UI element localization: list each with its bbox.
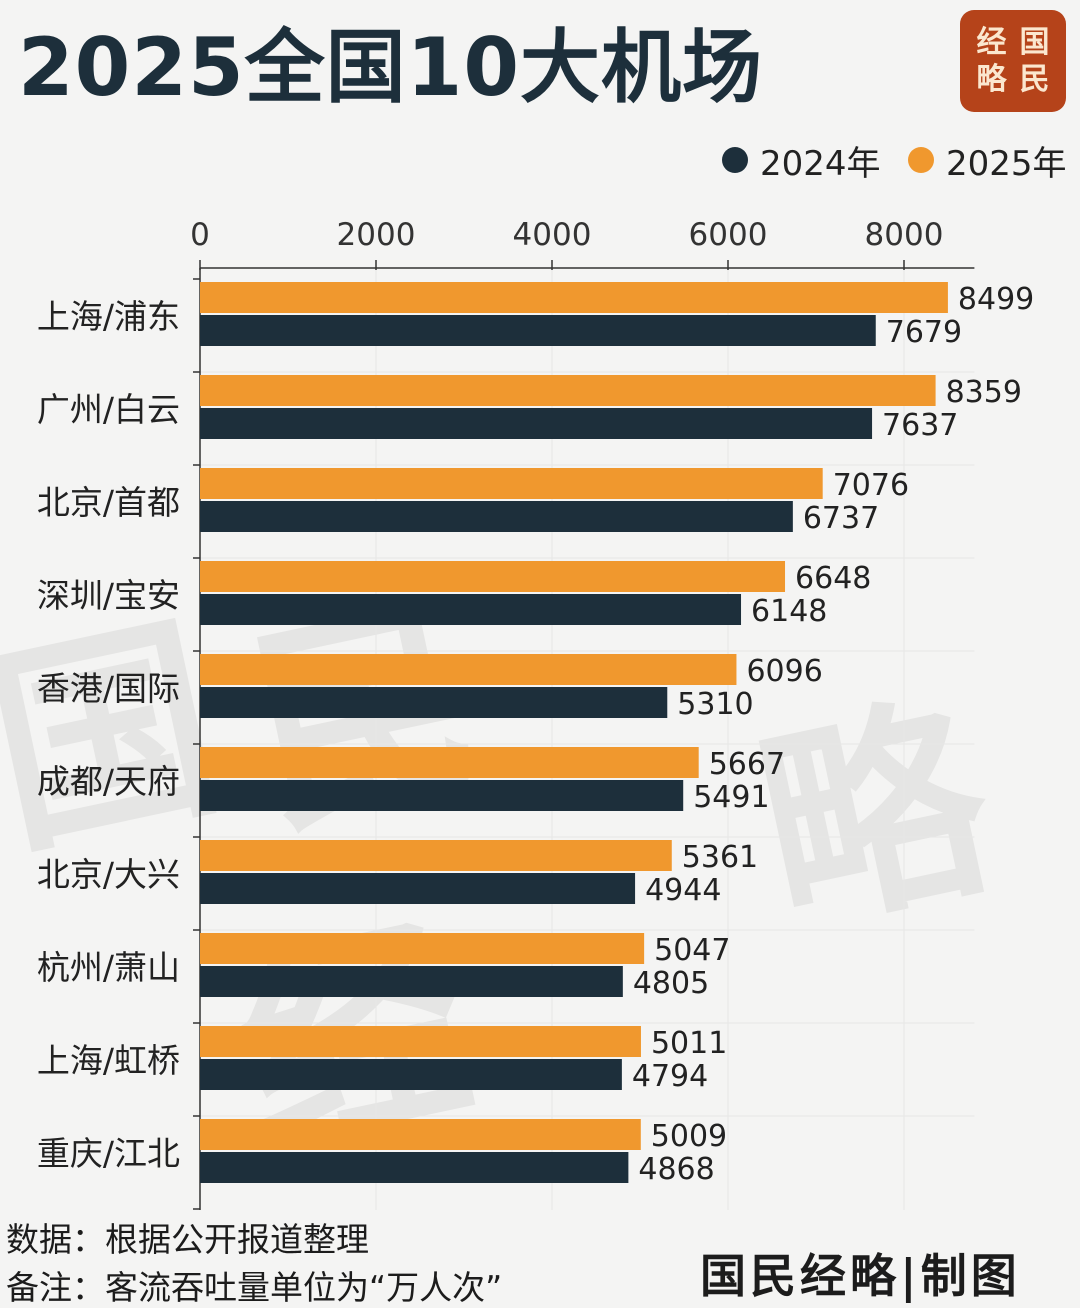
category-label: 上海/浦东 xyxy=(37,297,180,336)
category-label: 北京/大兴 xyxy=(37,855,180,894)
bar-2024 xyxy=(200,966,623,997)
data-label: 7076 xyxy=(833,468,909,503)
category-label: 广州/白云 xyxy=(37,390,180,429)
data-label: 8499 xyxy=(958,282,1034,317)
bar-2024 xyxy=(200,873,636,904)
legend-item-2024: 2024年 xyxy=(722,140,881,184)
category-label: 北京/首都 xyxy=(37,483,180,522)
bar-2025 xyxy=(200,747,699,778)
bar-2025 xyxy=(200,840,672,871)
source-note: 数据：根据公开报道整理 xyxy=(6,1220,369,1259)
seal-char: 民 xyxy=(1019,62,1050,97)
category-label: 杭州/萧山 xyxy=(37,948,180,987)
x-tick-label: 4000 xyxy=(513,217,592,253)
legend-label-2025: 2025年 xyxy=(946,143,1067,184)
x-tick-label: 8000 xyxy=(865,217,944,253)
credit-signature: 国民经略|制图 xyxy=(700,1249,1021,1303)
seal-char: 国 xyxy=(1019,25,1050,60)
unit-note: 备注：客流吞吐量单位为“万人次” xyxy=(6,1268,503,1307)
legend-swatch-2025 xyxy=(908,147,934,173)
bar-2024 xyxy=(200,1059,622,1090)
data-label: 4944 xyxy=(645,873,721,908)
seal-char: 经 xyxy=(976,25,1007,60)
bar-2025 xyxy=(200,654,737,685)
data-label: 5491 xyxy=(693,780,769,815)
data-label: 5047 xyxy=(654,933,730,968)
category-label: 成都/天府 xyxy=(37,762,180,801)
category-label: 重庆/江北 xyxy=(37,1134,180,1173)
legend-label-2024: 2024年 xyxy=(760,143,881,184)
x-tick-label: 0 xyxy=(190,217,210,253)
legend-swatch-2024 xyxy=(722,147,748,173)
data-label: 6096 xyxy=(746,654,822,689)
x-tick-label: 6000 xyxy=(689,217,768,253)
data-label: 5310 xyxy=(677,687,753,722)
bar-2025 xyxy=(200,375,936,406)
bar-2025 xyxy=(200,1026,641,1057)
bar-2024 xyxy=(200,780,684,811)
data-label: 6648 xyxy=(795,561,871,596)
bar-2025 xyxy=(200,282,948,313)
bar-2025 xyxy=(200,1119,641,1150)
bar-2024 xyxy=(200,501,793,532)
bar-2025 xyxy=(200,468,823,499)
legend-item-2025: 2025年 xyxy=(908,140,1067,184)
bar-2024 xyxy=(200,1152,629,1183)
bar-2024 xyxy=(200,315,876,346)
data-label: 5361 xyxy=(682,840,758,875)
data-label: 4805 xyxy=(633,966,709,1001)
bar-2024 xyxy=(200,687,668,718)
bar-2024 xyxy=(200,594,742,625)
page-title: 2025全国10大机场 xyxy=(18,21,763,114)
data-label: 8359 xyxy=(946,375,1022,410)
data-label: 6148 xyxy=(751,594,827,629)
data-label: 7637 xyxy=(882,408,958,443)
bar-2024 xyxy=(200,408,873,439)
data-label: 4794 xyxy=(632,1059,708,1094)
data-label: 7679 xyxy=(886,315,962,350)
data-label: 5011 xyxy=(651,1026,727,1061)
data-label: 5009 xyxy=(651,1119,727,1154)
category-label: 香港/国际 xyxy=(37,669,180,708)
seal-char: 略 xyxy=(976,62,1007,97)
data-label: 6737 xyxy=(803,501,879,536)
bar-2025 xyxy=(200,933,645,964)
x-tick-label: 2000 xyxy=(337,217,416,253)
category-label: 上海/虹桥 xyxy=(37,1041,180,1080)
category-label: 深圳/宝安 xyxy=(37,576,180,615)
data-label: 4868 xyxy=(638,1152,714,1187)
bar-2025 xyxy=(200,561,786,592)
brand-seal: 经 国 略 民 xyxy=(960,10,1066,112)
data-label: 5667 xyxy=(709,747,785,782)
